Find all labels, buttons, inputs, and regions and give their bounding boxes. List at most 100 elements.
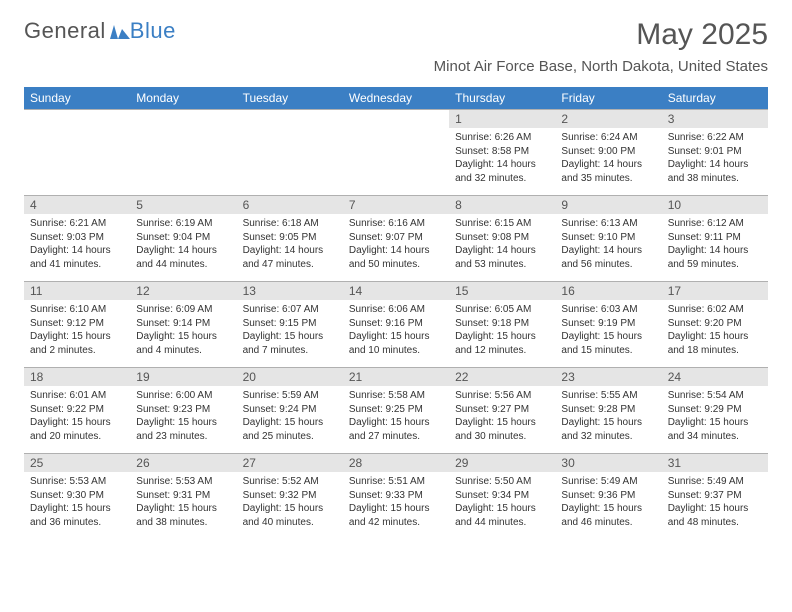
sunrise-text: Sunrise: 6:15 AM [455,217,549,231]
brand-part2: Blue [130,18,176,44]
calendar-cell: 7Sunrise: 6:16 AMSunset: 9:07 PMDaylight… [343,196,449,282]
day-content: Sunrise: 5:54 AMSunset: 9:29 PMDaylight:… [662,386,768,446]
day-number: 17 [662,282,768,300]
page-header: General Blue May 2025 Minot Air Force Ba… [0,0,792,79]
daylight-text-2: and 46 minutes. [561,516,655,530]
day-number: 16 [555,282,661,300]
daylight-text-2: and 23 minutes. [136,430,230,444]
day-number: 23 [555,368,661,386]
day-number: 10 [662,196,768,214]
day-number: 26 [130,454,236,472]
day-content: Sunrise: 5:50 AMSunset: 9:34 PMDaylight:… [449,472,555,532]
daylight-text-2: and 30 minutes. [455,430,549,444]
calendar-cell [130,110,236,196]
sunset-text: Sunset: 9:04 PM [136,231,230,245]
daylight-text-2: and 18 minutes. [668,344,762,358]
day-content: Sunrise: 6:02 AMSunset: 9:20 PMDaylight:… [662,300,768,360]
daylight-text-2: and 44 minutes. [455,516,549,530]
calendar-cell: 24Sunrise: 5:54 AMSunset: 9:29 PMDayligh… [662,368,768,454]
day-content: Sunrise: 6:26 AMSunset: 8:58 PMDaylight:… [449,128,555,188]
calendar-cell: 21Sunrise: 5:58 AMSunset: 9:25 PMDayligh… [343,368,449,454]
daylight-text-1: Daylight: 15 hours [668,330,762,344]
sunrise-text: Sunrise: 5:58 AM [349,389,443,403]
daylight-text-1: Daylight: 15 hours [349,416,443,430]
daylight-text-1: Daylight: 15 hours [561,502,655,516]
sunrise-text: Sunrise: 6:06 AM [349,303,443,317]
day-number: 5 [130,196,236,214]
sunset-text: Sunset: 9:00 PM [561,145,655,159]
day-content: Sunrise: 6:06 AMSunset: 9:16 PMDaylight:… [343,300,449,360]
sunset-text: Sunset: 9:03 PM [30,231,124,245]
flag-icon [110,23,130,39]
day-content: Sunrise: 6:09 AMSunset: 9:14 PMDaylight:… [130,300,236,360]
day-number: 22 [449,368,555,386]
sunset-text: Sunset: 9:22 PM [30,403,124,417]
daylight-text-2: and 47 minutes. [243,258,337,272]
day-number: 25 [24,454,130,472]
calendar-cell: 9Sunrise: 6:13 AMSunset: 9:10 PMDaylight… [555,196,661,282]
daylight-text-2: and 50 minutes. [349,258,443,272]
day-number: 9 [555,196,661,214]
day-number: 3 [662,110,768,128]
calendar-cell: 15Sunrise: 6:05 AMSunset: 9:18 PMDayligh… [449,282,555,368]
calendar-cell: 5Sunrise: 6:19 AMSunset: 9:04 PMDaylight… [130,196,236,282]
daylight-text-1: Daylight: 15 hours [349,330,443,344]
title-block: May 2025 Minot Air Force Base, North Dak… [434,18,768,75]
calendar-cell: 31Sunrise: 5:49 AMSunset: 9:37 PMDayligh… [662,454,768,540]
daylight-text-2: and 15 minutes. [561,344,655,358]
calendar-cell: 23Sunrise: 5:55 AMSunset: 9:28 PMDayligh… [555,368,661,454]
sunset-text: Sunset: 9:18 PM [455,317,549,331]
calendar-cell: 18Sunrise: 6:01 AMSunset: 9:22 PMDayligh… [24,368,130,454]
day-number: 30 [555,454,661,472]
daylight-text-1: Daylight: 15 hours [455,416,549,430]
daylight-text-1: Daylight: 15 hours [668,416,762,430]
sunrise-text: Sunrise: 6:12 AM [668,217,762,231]
calendar-cell [343,110,449,196]
sunrise-text: Sunrise: 6:02 AM [668,303,762,317]
sunset-text: Sunset: 9:05 PM [243,231,337,245]
calendar-cell: 16Sunrise: 6:03 AMSunset: 9:19 PMDayligh… [555,282,661,368]
day-content: Sunrise: 6:24 AMSunset: 9:00 PMDaylight:… [555,128,661,188]
sunset-text: Sunset: 9:12 PM [30,317,124,331]
daylight-text-2: and 20 minutes. [30,430,124,444]
day-header: Monday [130,87,236,110]
sunrise-text: Sunrise: 5:53 AM [136,475,230,489]
daylight-text-2: and 38 minutes. [668,172,762,186]
daylight-text-1: Daylight: 14 hours [243,244,337,258]
calendar-cell: 6Sunrise: 6:18 AMSunset: 9:05 PMDaylight… [237,196,343,282]
daylight-text-1: Daylight: 15 hours [136,416,230,430]
day-content: Sunrise: 6:19 AMSunset: 9:04 PMDaylight:… [130,214,236,274]
day-number: 28 [343,454,449,472]
daylight-text-1: Daylight: 15 hours [561,416,655,430]
sunset-text: Sunset: 9:36 PM [561,489,655,503]
daylight-text-2: and 56 minutes. [561,258,655,272]
sunrise-text: Sunrise: 6:05 AM [455,303,549,317]
daylight-text-2: and 38 minutes. [136,516,230,530]
day-number: 12 [130,282,236,300]
daylight-text-2: and 59 minutes. [668,258,762,272]
sunrise-text: Sunrise: 5:49 AM [561,475,655,489]
daylight-text-2: and 2 minutes. [30,344,124,358]
sunset-text: Sunset: 9:07 PM [349,231,443,245]
daylight-text-2: and 27 minutes. [349,430,443,444]
daylight-text-2: and 48 minutes. [668,516,762,530]
sunset-text: Sunset: 9:34 PM [455,489,549,503]
sunset-text: Sunset: 9:15 PM [243,317,337,331]
day-content: Sunrise: 6:07 AMSunset: 9:15 PMDaylight:… [237,300,343,360]
sunrise-text: Sunrise: 6:26 AM [455,131,549,145]
daylight-text-1: Daylight: 14 hours [30,244,124,258]
daylight-text-1: Daylight: 14 hours [455,158,549,172]
sunset-text: Sunset: 9:27 PM [455,403,549,417]
calendar-cell: 2Sunrise: 6:24 AMSunset: 9:00 PMDaylight… [555,110,661,196]
sunset-text: Sunset: 9:19 PM [561,317,655,331]
day-content: Sunrise: 6:10 AMSunset: 9:12 PMDaylight:… [24,300,130,360]
daylight-text-1: Daylight: 15 hours [349,502,443,516]
sunrise-text: Sunrise: 5:50 AM [455,475,549,489]
brand-part1: General [24,18,106,44]
sunrise-text: Sunrise: 6:22 AM [668,131,762,145]
sunset-text: Sunset: 9:14 PM [136,317,230,331]
sunset-text: Sunset: 8:58 PM [455,145,549,159]
calendar-cell [24,110,130,196]
sunrise-text: Sunrise: 6:07 AM [243,303,337,317]
calendar-cell: 8Sunrise: 6:15 AMSunset: 9:08 PMDaylight… [449,196,555,282]
